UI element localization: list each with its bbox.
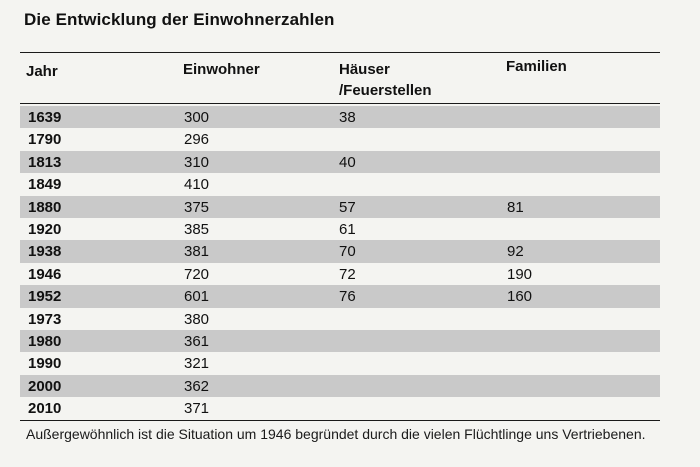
table-row: 1973 380 — [20, 308, 660, 330]
table-row: 1946 720 72 190 — [20, 263, 660, 285]
table-row: 1990 321 — [20, 352, 660, 374]
cell-einwohner: 381 — [184, 243, 210, 261]
table-top-rule — [20, 52, 660, 53]
cell-jahr: 1813 — [28, 153, 62, 171]
table-row: 1880 375 57 81 — [20, 195, 660, 218]
cell-jahr: 1790 — [28, 131, 62, 149]
table-row: 1980 361 — [20, 329, 660, 353]
cell-haeuser: 40 — [339, 153, 356, 171]
footnote: Außergewöhnlich ist die Situation um 194… — [26, 426, 646, 442]
cell-haeuser: 57 — [339, 198, 356, 216]
cell-einwohner: 362 — [184, 377, 210, 395]
table-row: 1790 296 — [20, 128, 660, 150]
cell-einwohner: 375 — [184, 198, 210, 216]
cell-jahr: 1980 — [28, 332, 62, 350]
cell-familien: 160 — [507, 288, 533, 306]
table-row: 1938 381 70 92 — [20, 240, 660, 263]
cell-einwohner: 385 — [184, 220, 210, 238]
cell-haeuser: 38 — [339, 109, 356, 126]
table-bottom-rule — [20, 420, 660, 421]
table-row: 1952 601 76 160 — [20, 285, 660, 308]
cell-einwohner: 321 — [184, 355, 210, 373]
cell-jahr: 2000 — [28, 377, 62, 395]
cell-haeuser: 61 — [339, 220, 356, 238]
cell-jahr: 1952 — [28, 288, 62, 306]
table-body: 1639 300 38 1790 296 1813 310 40 1849 41… — [20, 106, 660, 419]
table-row: 1920 385 61 — [20, 218, 660, 240]
cell-einwohner: 601 — [184, 288, 210, 306]
table-row: 1813 310 40 — [20, 150, 660, 174]
cell-jahr: 1990 — [28, 355, 62, 373]
column-header-haeuser-line2: /Feuerstellen — [339, 82, 432, 99]
table-row: 2000 362 — [20, 374, 660, 398]
cell-jahr: 1938 — [28, 243, 62, 261]
cell-einwohner: 300 — [184, 109, 210, 126]
cell-haeuser: 76 — [339, 288, 356, 306]
cell-jahr: 1849 — [28, 176, 62, 194]
table-row: 1849 410 — [20, 173, 660, 195]
page-title: Die Entwicklung der Einwohnerzahlen — [24, 10, 335, 29]
cell-haeuser: 70 — [339, 243, 356, 261]
table-row: 1639 300 38 — [20, 106, 660, 129]
table-header-rule — [20, 103, 660, 104]
cell-einwohner: 410 — [184, 176, 210, 194]
cell-familien: 92 — [507, 243, 524, 261]
cell-einwohner: 720 — [184, 265, 210, 283]
cell-einwohner: 296 — [184, 131, 210, 149]
cell-jahr: 1880 — [28, 198, 62, 216]
column-header-einwohner: Einwohner — [183, 61, 260, 78]
table-row: 2010 371 — [20, 397, 660, 419]
cell-einwohner: 361 — [184, 332, 210, 350]
column-header-jahr: Jahr — [26, 63, 58, 80]
cell-jahr: 1920 — [28, 220, 62, 238]
cell-einwohner: 310 — [184, 153, 210, 171]
cell-einwohner: 371 — [184, 400, 210, 418]
cell-familien: 190 — [507, 265, 533, 283]
cell-einwohner: 380 — [184, 310, 210, 328]
cell-haeuser: 72 — [339, 265, 356, 283]
column-header-haeuser-line1: Häuser — [339, 61, 390, 78]
cell-jahr: 1973 — [28, 310, 62, 328]
cell-jahr: 1946 — [28, 265, 62, 283]
column-header-haeuser: Häuser /Feuerstellen — [339, 59, 432, 101]
cell-jahr: 2010 — [28, 400, 62, 418]
cell-jahr: 1639 — [28, 109, 62, 126]
cell-familien: 81 — [507, 198, 524, 216]
column-header-familien: Familien — [506, 58, 567, 75]
